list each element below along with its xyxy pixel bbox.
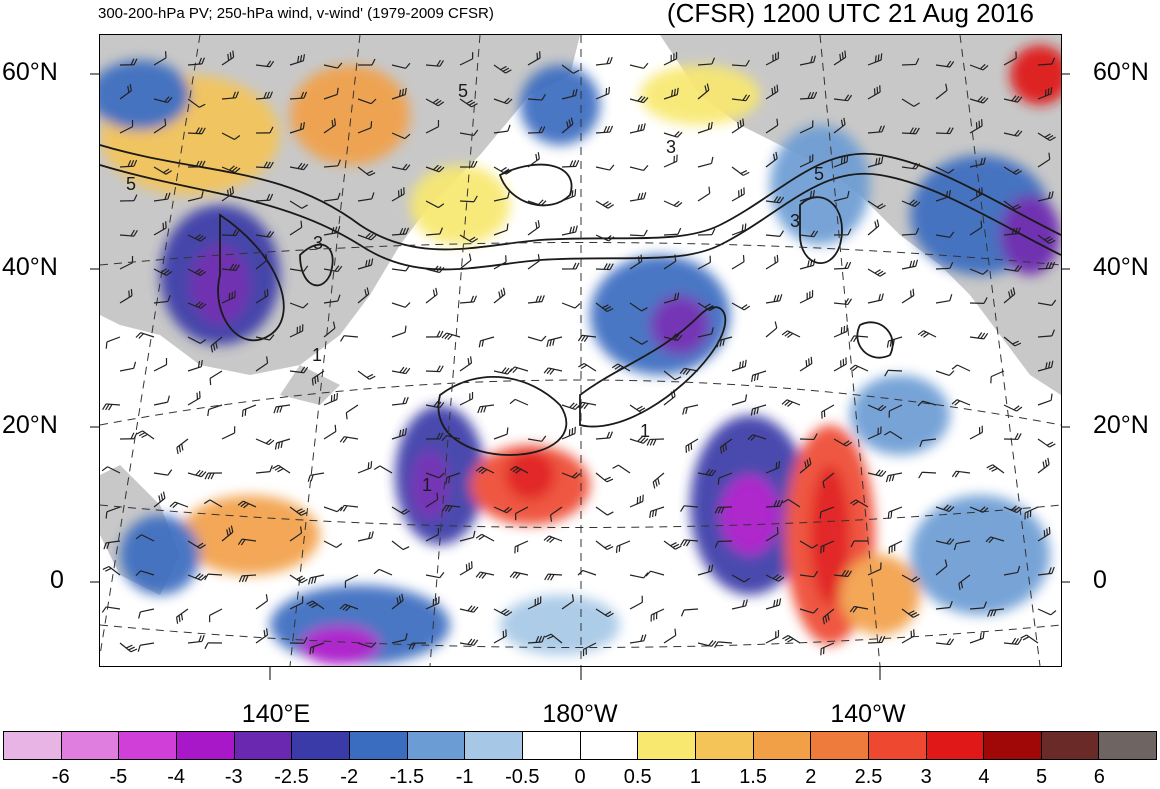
colorbar-box: [581, 732, 639, 759]
lat-label-right: 20°N: [1093, 411, 1149, 440]
colorbar-tick-label: 3: [921, 766, 932, 789]
axis-ticks: [0, 0, 1160, 700]
colorbar-box: [465, 732, 523, 759]
colorbar-box: [1099, 732, 1156, 759]
colorbar-box: [177, 732, 235, 759]
lon-label: 140°W: [830, 700, 905, 729]
colorbar-tick-label: -3: [225, 766, 243, 789]
colorbar-tick-label: 5: [1036, 766, 1047, 789]
colorbar-tick-label: -2.5: [274, 766, 308, 789]
colorbar-tick-label: -1.5: [390, 766, 424, 789]
colorbar-box: [811, 732, 869, 759]
colorbar-box: [292, 732, 350, 759]
colorbar-tick-label: -5: [109, 766, 127, 789]
lat-label-left: 40°N: [2, 253, 58, 282]
colorbar-box: [62, 732, 120, 759]
colorbar-box: [4, 732, 62, 759]
colorbar-tick-label: 0.5: [624, 766, 652, 789]
lat-label-right: 40°N: [1093, 253, 1149, 282]
colorbar-box: [235, 732, 293, 759]
lat-label-right: 60°N: [1093, 58, 1149, 87]
colorbar-tick-label: 1.5: [739, 766, 767, 789]
colorbar-tick-label: 4: [978, 766, 989, 789]
colorbar-tick-label: -2: [340, 766, 358, 789]
colorbar-box: [638, 732, 696, 759]
colorbar-tick-label: -6: [52, 766, 70, 789]
colorbar-box: [984, 732, 1042, 759]
colorbar: [3, 731, 1157, 760]
colorbar-tick-label: -1: [456, 766, 474, 789]
colorbar-box: [119, 732, 177, 759]
colorbar-labels: -6 -5 -4 -3 -2.5 -2 -1.5 -1 -0.5 0 0.5 1 1.5 2 2.5 3 4 5 6: [3, 766, 1157, 788]
lat-label-right: 0: [1093, 566, 1107, 595]
lat-label-left: 20°N: [2, 411, 58, 440]
colorbar-box: [523, 732, 581, 759]
colorbar-tick-label: 0: [574, 766, 585, 789]
lon-label: 140°E: [242, 700, 310, 729]
colorbar-box: [350, 732, 408, 759]
lon-label: 180°W: [542, 700, 617, 729]
lat-label-left: 0: [50, 566, 64, 595]
colorbar-tick-label: 2: [805, 766, 816, 789]
lat-label-left: 60°N: [2, 58, 58, 87]
colorbar-tick-label: -0.5: [505, 766, 539, 789]
colorbar-box: [696, 732, 754, 759]
colorbar-tick-label: 6: [1094, 766, 1105, 789]
colorbar-box: [754, 732, 812, 759]
colorbar-box: [1042, 732, 1100, 759]
colorbar-box: [408, 732, 466, 759]
colorbar-box: [927, 732, 985, 759]
colorbar-box: [869, 732, 927, 759]
colorbar-tick-label: 2.5: [855, 766, 883, 789]
colorbar-tick-label: 1: [690, 766, 701, 789]
colorbar-tick-label: -4: [167, 766, 185, 789]
